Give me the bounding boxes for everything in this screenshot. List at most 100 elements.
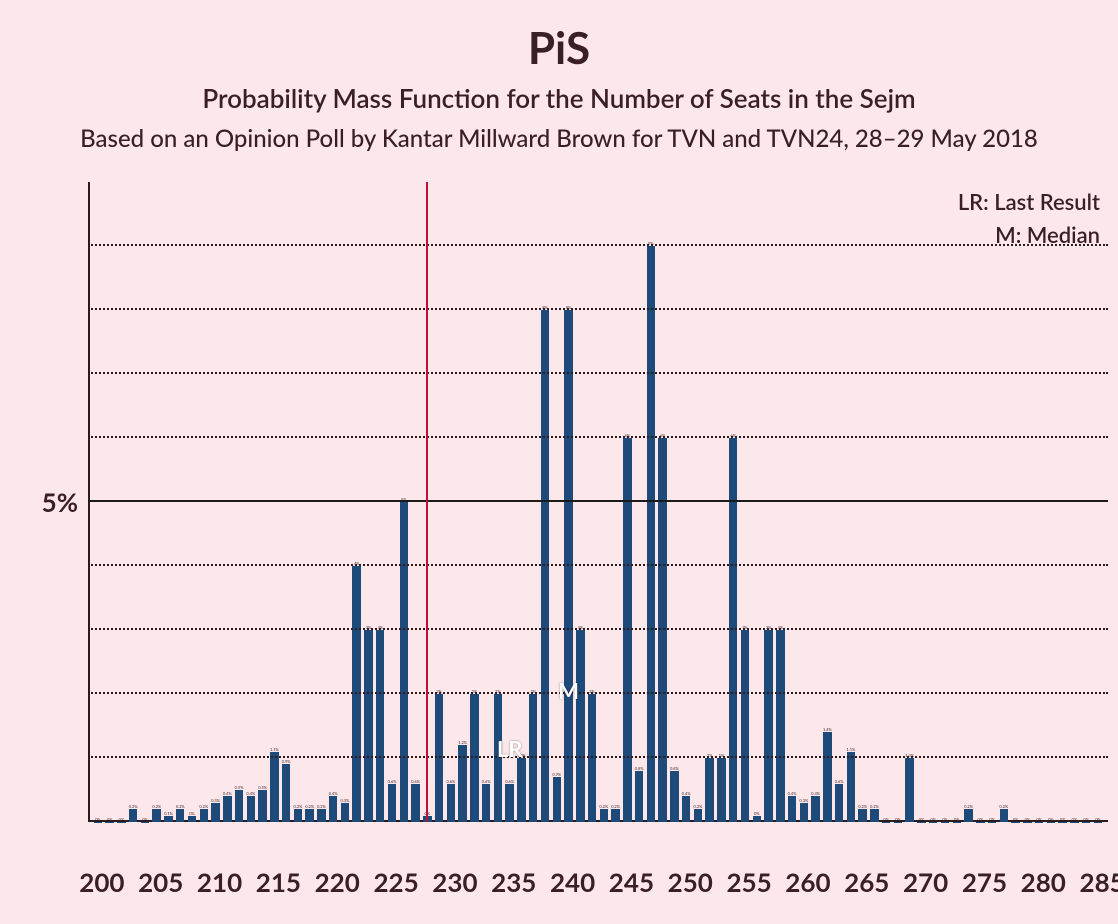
bar-slot: 0% [986,182,998,822]
bar: 0.6% [411,784,419,822]
bar-value-label: 0.2% [317,804,326,809]
bar-slot: 0.3% [210,182,222,822]
bar-value-label: 0.2% [964,804,973,809]
bar-value-label: 0% [978,817,984,822]
bar: 0.2% [858,809,866,822]
bar-value-label: 0.4% [223,791,232,796]
bar-slot: 0.4% [327,182,339,822]
bar-slot: 0% [892,182,904,822]
bar: 0.8% [670,771,678,822]
bar-slot: 0.2% [151,182,163,822]
bar-slot: 0% [1021,182,1033,822]
x-tick-label: 225 [373,866,418,898]
bar: 1% [717,758,725,822]
bar-slot: 0.4% [810,182,822,822]
bar-slot: 0% [916,182,928,822]
bar-slot: 3% [739,182,751,822]
bar-value-label: 0.6% [411,779,420,784]
bar: 0% [1070,822,1078,823]
bar-slot: 0% [751,182,763,822]
bar-slot: 0.2% [316,182,328,822]
bar: 0% [1058,822,1066,823]
plot-inner: 0%0%0%0.2%0%0.2%0.1%0.2%0%0.2%0.3%0.4%0.… [88,182,1108,822]
bar: 0.5% [235,790,243,822]
bar-value-label: 0.3% [799,798,808,803]
bar: 1.1% [847,752,855,822]
bar-value-label: 0.9% [282,759,291,764]
bar: 0.4% [811,796,819,822]
bar: 0% [1035,822,1043,823]
bar-slot: 0% [880,182,892,822]
bar-value-label: 0% [919,817,925,822]
bar-value-label: 0% [1060,817,1066,822]
bar-slot: 0.2% [292,182,304,822]
bar-value-label: 0% [1013,817,1019,822]
bar-value-label: 0.4% [246,791,255,796]
bar: 0.8% [635,771,643,822]
bar-slot: 1.1% [268,182,280,822]
x-tick-label: 280 [1021,866,1066,898]
plot-area: LR: Last Result M: Median 0%0%0%0.2%0%0.… [88,182,1108,862]
bar-value-label: 0.2% [999,804,1008,809]
bar-value-label: 0% [1083,817,1089,822]
bar-slot: 0% [939,182,951,822]
bar: 0.4% [682,796,690,822]
bar-slot: 0% [92,182,104,822]
bar-value-label: 0% [119,817,125,822]
bar-value-label: 0.1% [164,811,173,816]
bar: 1% [705,758,713,822]
x-tick-label: 270 [903,866,948,898]
bar-slot: 0.7% [551,182,563,822]
bar: 2% [435,694,443,822]
bar-value-label: 0.2% [694,804,703,809]
bar-slot: 0.2% [998,182,1010,822]
bar: 0.2% [305,809,313,822]
bar-value-label: 1.1% [846,747,855,752]
bar-slot: 0.6% [386,182,398,822]
bar: 2% [529,694,537,822]
gridline [88,372,1108,374]
bar-slot: 0.2% [610,182,622,822]
bar: 0.2% [176,809,184,822]
bar-value-label: 0% [1048,817,1054,822]
bar-value-label: 0% [883,817,889,822]
bar: 6% [623,438,631,822]
x-tick-label: 230 [432,866,477,898]
x-tick-label: 265 [844,866,889,898]
bar-slot: 0.6% [445,182,457,822]
bar: 0.4% [329,796,337,822]
x-ticks: 2002052102152202252302352402452502552602… [92,866,1104,898]
x-tick-label: 205 [138,866,183,898]
bar: 8% [541,310,549,822]
bar-slot: 0.2% [963,182,975,822]
bar-value-label: 0% [1036,817,1042,822]
bar-value-label: 0% [942,817,948,822]
x-tick-label: 200 [79,866,124,898]
titles: PiS Probability Mass Function for the Nu… [0,0,1118,153]
bar-slot: 8% [539,182,551,822]
bar-slot: 5% [398,182,410,822]
bar-slot: 2% [433,182,445,822]
bar-slot: 3% [774,182,786,822]
bar-slot: 0.4% [221,182,233,822]
bar-slot: 0.6% [833,182,845,822]
bar: 2% [494,694,502,822]
bar: 0.2% [317,809,325,822]
bar-value-label: 0% [1095,817,1101,822]
bar-value-label: 0.4% [811,791,820,796]
bar-slot: 0.8% [669,182,681,822]
bar-slot: 0.6% [504,182,516,822]
bar-slot: 0% [1069,182,1081,822]
bar: 0.2% [152,809,160,822]
bar-value-label: 0.2% [858,804,867,809]
bar-slot: 2% [469,182,481,822]
x-tick-label: 275 [962,866,1007,898]
bar-slot: 0.5% [233,182,245,822]
x-tick-label: 235 [491,866,536,898]
bar: 0.2% [694,809,702,822]
gridline [88,436,1108,438]
bar-slot: 0.6% [480,182,492,822]
bar: 0% [1011,822,1019,823]
bar-slot: 3% [374,182,386,822]
x-tick-label: 260 [785,866,830,898]
